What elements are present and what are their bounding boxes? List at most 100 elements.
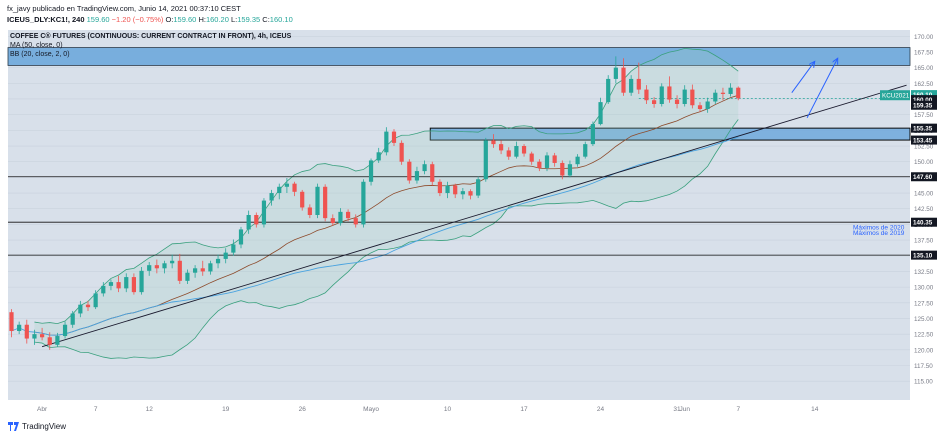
low-label: L: [230, 15, 238, 24]
candle [590, 121, 595, 147]
candle [223, 248, 228, 264]
candle-body [552, 155, 557, 163]
candle-body [529, 153, 534, 162]
candle-body [537, 161, 542, 168]
y-tick-label: 167.50 [914, 49, 934, 56]
candle [414, 166, 420, 184]
candle [116, 275, 121, 293]
candle-body [277, 186, 282, 194]
level-label-box [911, 135, 937, 145]
candle-body [521, 146, 527, 154]
candle-body [613, 67, 618, 79]
candle [437, 179, 442, 197]
candles [9, 56, 741, 350]
candle [697, 102, 703, 113]
candle-body [215, 258, 221, 264]
candle-body [736, 87, 741, 99]
candle [193, 265, 198, 278]
high-label: H: [198, 15, 206, 24]
candle-body [101, 285, 106, 294]
level-labels: 160.10160.00159.35155.35153.45147.60140.… [911, 90, 937, 260]
candle-body [116, 282, 121, 289]
tradingview-logo-icon [8, 422, 19, 431]
publisher-line: fx_javy publicado en TradingView.com, Ju… [7, 4, 241, 13]
current-symbol-tag-text: KCU2021 [882, 93, 910, 100]
chart-area[interactable]: Máximos de 2020 Máximos de 2019 KCU2021 115… [0, 30, 952, 418]
candle-body [407, 161, 412, 181]
candle [246, 210, 251, 234]
level-label: 159.35 [913, 103, 933, 110]
candle-body [346, 211, 351, 219]
level-label: 155.35 [913, 126, 933, 133]
candle-body [185, 272, 190, 281]
support-zone [429, 127, 911, 141]
candle-body [575, 156, 580, 165]
candle-body [254, 215, 259, 225]
candle [529, 151, 534, 165]
candle-body [659, 86, 664, 104]
candle [215, 254, 221, 269]
trendline [41, 84, 907, 348]
candle [713, 89, 718, 104]
projection-arrow [791, 61, 815, 94]
ma-legend: MA (50, close, 0) [10, 42, 63, 49]
candle-body [269, 193, 274, 201]
y-tick-label: 150.00 [914, 159, 934, 166]
y-tick-label: 125.00 [914, 316, 934, 323]
candle-body [583, 144, 588, 157]
candle-body [621, 67, 626, 93]
y-tick-label: 122.50 [914, 332, 934, 339]
candle [422, 160, 427, 175]
candle-body [629, 78, 634, 93]
y-tick-label: 120.00 [914, 347, 934, 354]
candle [292, 181, 297, 197]
candle [445, 181, 450, 199]
candle-body [468, 191, 473, 196]
candle [361, 179, 366, 228]
candle [667, 76, 672, 103]
candle-body [330, 218, 335, 224]
candle-body [47, 337, 52, 345]
candle [621, 58, 626, 96]
candle-body [391, 131, 397, 143]
candle [705, 97, 710, 113]
candle [644, 85, 649, 104]
candle [200, 260, 205, 276]
candle [598, 97, 603, 126]
candle-body [307, 207, 312, 215]
candle-body [636, 78, 641, 90]
candle [277, 183, 282, 200]
candle [629, 75, 634, 96]
candle [108, 279, 114, 291]
candle [55, 332, 60, 347]
candle-body [460, 191, 465, 195]
candle-body [674, 99, 680, 104]
plot-background [8, 30, 910, 400]
candle-body [40, 334, 45, 338]
candle-body [208, 263, 213, 272]
candle-body [453, 185, 458, 195]
candle-body [131, 277, 136, 293]
candle-body [560, 162, 565, 176]
candle-body [368, 160, 374, 182]
candle-body [476, 179, 481, 196]
y-tick-label: 137.50 [914, 238, 934, 245]
y-tick-label: 170.00 [914, 34, 934, 41]
candle [284, 178, 289, 194]
level-label: 135.10 [913, 253, 933, 260]
candle-body [300, 191, 305, 208]
candle [353, 214, 358, 228]
footer: TradingView [0, 418, 952, 436]
candle [85, 300, 91, 311]
candle [521, 144, 527, 157]
candle-body [384, 131, 389, 153]
candle [208, 260, 213, 275]
level-label-box [911, 90, 937, 100]
candle [78, 300, 83, 318]
candle-body [162, 263, 167, 269]
candle [330, 214, 335, 226]
candle [567, 160, 573, 178]
candle [139, 267, 144, 295]
chart-header: fx_javy publicado en TradingView.com, Ju… [0, 0, 952, 30]
